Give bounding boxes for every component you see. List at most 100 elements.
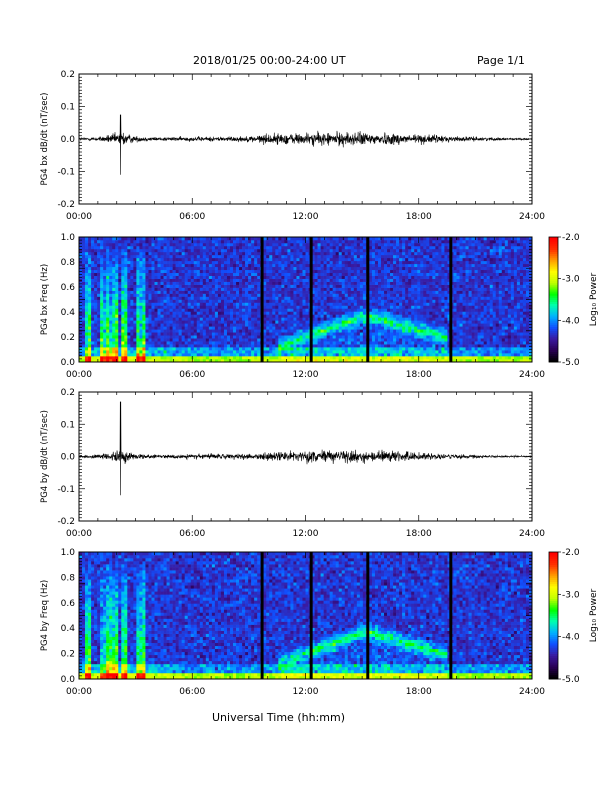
heatmap-cell	[160, 311, 164, 315]
heatmap-cell	[332, 284, 336, 288]
heatmap-cell	[112, 237, 116, 241]
heatmap-cell	[133, 338, 137, 342]
heatmap-cell	[118, 275, 122, 279]
heatmap-cell	[284, 266, 288, 271]
heatmap-cell	[94, 353, 98, 357]
heatmap-cell	[393, 266, 397, 271]
heatmap-cell	[136, 269, 140, 274]
heatmap-cell	[82, 359, 86, 363]
heatmap-cell	[290, 245, 294, 250]
heatmap-cell	[326, 281, 330, 285]
heatmap-cell	[121, 332, 125, 336]
heatmap-cell	[332, 353, 336, 357]
heatmap-cell	[281, 350, 285, 354]
heatmap-cell	[384, 248, 388, 253]
heatmap-cell	[236, 248, 240, 253]
heatmap-cell	[411, 293, 415, 297]
heatmap-cell	[335, 302, 340, 306]
heatmap-cell	[374, 329, 379, 333]
heatmap-cell	[393, 359, 397, 363]
heatmap-cell	[223, 308, 228, 312]
heatmap-cell	[118, 338, 122, 342]
heatmap-cell	[193, 350, 198, 354]
heatmap-cell	[347, 347, 352, 351]
heatmap-cell	[359, 341, 364, 345]
heatmap-cell	[115, 251, 119, 256]
heatmap-cell	[245, 287, 249, 291]
heatmap-cell	[248, 347, 252, 351]
heatmap-cell	[242, 329, 246, 333]
heatmap-cell	[121, 344, 125, 348]
heatmap-cell	[387, 287, 391, 291]
heatmap-cell	[169, 290, 173, 294]
heatmap-cell	[263, 290, 267, 294]
heatmap-cell	[293, 350, 297, 354]
heatmap-cell	[320, 254, 324, 259]
heatmap-cell	[248, 284, 252, 288]
heatmap-cell	[127, 272, 131, 276]
heatmap-cell	[393, 323, 397, 327]
heatmap-cell	[220, 332, 225, 336]
heatmap-cell	[396, 314, 400, 318]
heatmap-cell	[82, 293, 86, 297]
heatmap-cell	[266, 323, 270, 327]
heatmap-cell	[106, 341, 110, 345]
heatmap-cell	[139, 260, 143, 265]
heatmap-cell	[356, 335, 361, 339]
heatmap-cell	[214, 317, 219, 321]
heatmap-cell	[236, 278, 240, 282]
heatmap-cell	[417, 248, 421, 253]
heatmap-cell	[178, 317, 182, 321]
heatmap-cell	[230, 329, 234, 333]
heatmap-cell	[88, 269, 92, 274]
heatmap-cell	[302, 269, 306, 274]
heatmap-cell	[272, 263, 276, 268]
heatmap-cell	[423, 302, 427, 306]
heatmap-cell	[314, 302, 318, 306]
heatmap-cell	[344, 344, 349, 348]
heatmap-cell	[242, 302, 246, 306]
heatmap-cell	[109, 353, 113, 357]
heatmap-cell	[118, 305, 122, 309]
heatmap-cell	[139, 263, 143, 268]
heatmap-cell	[187, 248, 192, 253]
heatmap-cell	[368, 320, 373, 324]
heatmap-cell	[426, 356, 430, 360]
heatmap-cell	[338, 272, 343, 276]
heatmap-cell	[338, 350, 343, 354]
heatmap-cell	[420, 347, 424, 351]
heatmap-cell	[184, 329, 189, 333]
heatmap-cell	[124, 302, 128, 306]
heatmap-cell	[411, 359, 415, 363]
heatmap-cell	[233, 347, 237, 351]
heatmap-cell	[269, 245, 273, 250]
heatmap-cell	[214, 245, 219, 250]
heatmap-cell	[230, 320, 234, 324]
heatmap-cell	[121, 278, 125, 282]
heatmap-cell	[405, 317, 409, 321]
heatmap-cell	[338, 356, 343, 360]
heatmap-cell	[381, 287, 385, 291]
heatmap-cell	[205, 281, 210, 285]
heatmap-cell	[202, 237, 207, 241]
heatmap-cell	[344, 320, 349, 324]
heatmap-cell	[118, 323, 122, 327]
heatmap-cell	[381, 326, 385, 330]
heatmap-cell	[181, 356, 185, 360]
heatmap-cell	[377, 251, 382, 256]
heatmap-cell	[130, 353, 134, 357]
heatmap-cell	[390, 281, 394, 285]
heatmap-cell	[405, 239, 409, 244]
heatmap-cell	[118, 260, 122, 265]
heatmap-cell	[239, 266, 243, 271]
heatmap-cell	[287, 254, 291, 259]
heatmap-cell	[169, 293, 173, 297]
heatmap-cell	[245, 329, 249, 333]
heatmap-cell	[127, 335, 131, 339]
heatmap-cell	[405, 266, 409, 271]
heatmap-cell	[187, 305, 192, 309]
heatmap-cell	[163, 287, 167, 291]
heatmap-cell	[423, 311, 427, 315]
heatmap-cell	[248, 326, 252, 330]
heatmap-cell	[175, 341, 179, 345]
